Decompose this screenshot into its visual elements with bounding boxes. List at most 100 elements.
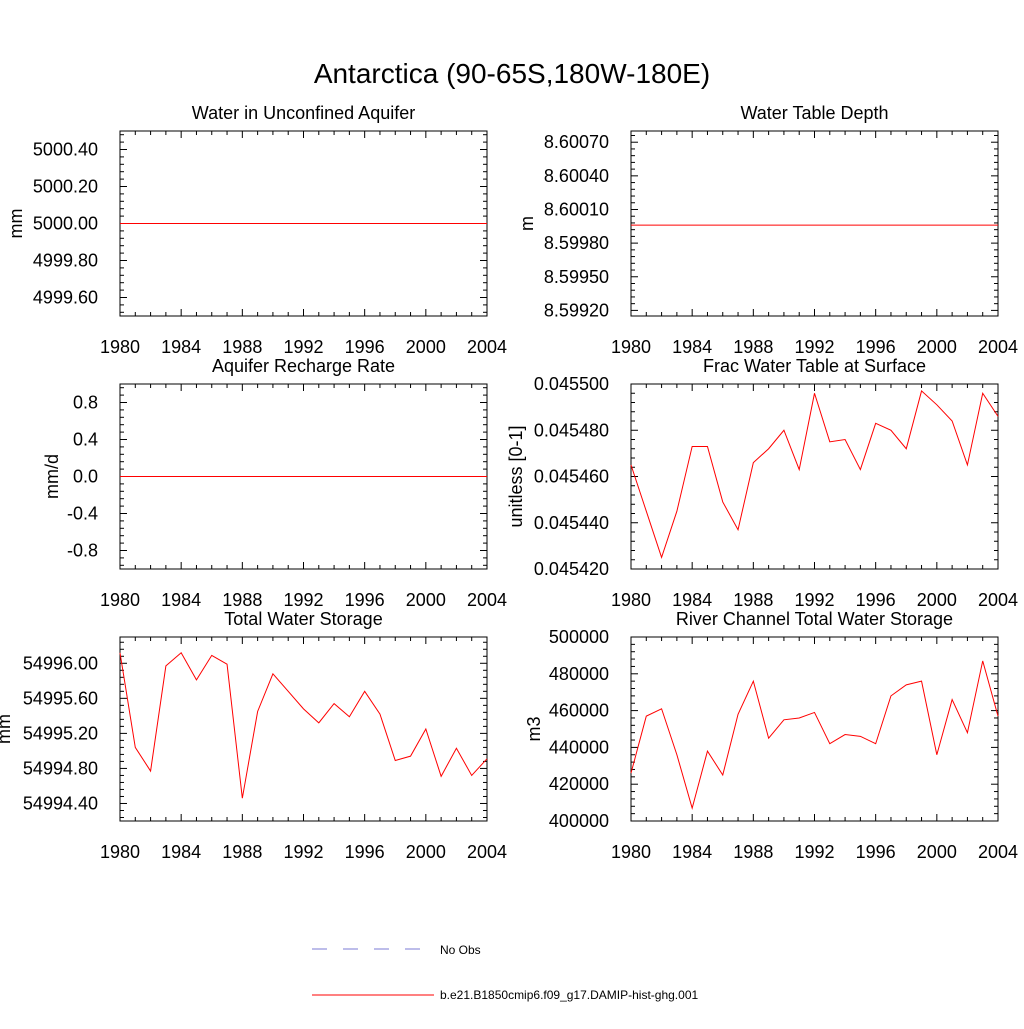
panel-2-data-point [967,225,968,226]
panel-3-ytick-label: -0.8 [67,541,98,561]
panel-5-data-point [226,664,227,665]
panel-1-title: Water in Unconfined Aquifer [192,103,415,123]
panel-1-xtick-label: 1988 [222,337,262,357]
panel-6-ylabel: m3 [524,716,544,741]
panel-6-data-point [707,750,708,751]
panel-3-data-point [486,476,487,477]
panel-2-data-point [722,225,723,226]
panel-1-ytick-label: 5000.20 [33,177,98,197]
panel-6-ytick-label: 500000 [549,627,609,647]
panel-6-data-point [661,708,662,709]
panel-1-data-point [135,223,136,224]
panel-2-data-point [707,225,708,226]
panel-6-xtick-label: 2004 [978,842,1018,862]
panel-3-data-point [181,476,182,477]
panel-6-data-point [829,743,830,744]
panel-1-data-point [196,223,197,224]
panel-2-data-point [982,225,983,226]
panel-3-xtick-label: 2004 [467,590,507,610]
figure-title: Antarctica (90-65S,180W-180E) [314,58,710,89]
panel-3-data-point [333,476,334,477]
panel-1-data-point [333,223,334,224]
panel-5-ytick-label: 54994.80 [23,758,98,778]
panel-2-frame [630,130,999,317]
panel-2: Water Table Depth m 1980 1984 1988 1992 1996 20… [517,103,1018,357]
panel-3-xtick-label: 1980 [100,590,140,610]
panel-1-data-point [181,223,182,224]
panel-6-data-point [814,712,815,713]
panel-5-xtick-label: 2000 [406,842,446,862]
panel-2-xtick-label: 2004 [978,337,1018,357]
panel-6-xtick-label: 1988 [733,842,773,862]
panel-6-data-point [890,695,891,696]
panel-4-data-point [997,416,998,417]
panel-3: Aquifer Recharge Rate mm/d 1980 1984 1988 199… [42,356,507,610]
panel-6-data-point [875,743,876,744]
panel-2-ytick-label: 8.59980 [544,233,609,253]
panel-4-data-point [829,441,830,442]
panel-2-data-point [860,225,861,226]
panel-6-title: River Channel Total Water Storage [676,609,953,629]
panel-5-data-point [349,716,350,717]
panel-4-data-point [646,511,647,512]
panel-5-xtick-label: 1992 [283,842,323,862]
panel-3-data-point [303,476,304,477]
panel-3-data-point [441,476,442,477]
panel-6-data-point [967,732,968,733]
panel-2-data-point [799,225,800,226]
panel-1-ytick-label: 4999.80 [33,251,98,271]
panel-1-data-point [303,223,304,224]
panel-6-data-point [630,773,631,774]
panel-2-ytick-label: 8.59920 [544,300,609,320]
panel-5-xtick-label: 2004 [467,842,507,862]
panel-2-data-point [630,225,631,226]
panel-4-data-point [860,469,861,470]
panel-6-xtick-label: 1980 [611,842,651,862]
panel-3-xtick-label: 1984 [161,590,201,610]
panel-5-data-point [119,652,120,653]
panel-4-data-point [844,439,845,440]
panel-5-data-point [441,776,442,777]
panel-3-data-point [425,476,426,477]
panel-1-data-point [119,223,120,224]
panel-4-data-point [676,511,677,512]
panel-2-xtick-label: 1988 [733,337,773,357]
panel-2-xtick-label: 1996 [856,337,896,357]
panel-6-data-point [982,660,983,661]
panel-4-ytick-label: 0.045460 [534,467,609,487]
panel-4-data-point [875,423,876,424]
panel-5-data-point [288,691,289,692]
panel-1-ytick-label: 4999.60 [33,288,98,308]
panel-4-xtick-label: 1992 [794,590,834,610]
panel-6-data-point [906,684,907,685]
panel-6-xtick-label: 1996 [856,842,896,862]
panel-3-xtick-label: 2000 [406,590,446,610]
panel-2-ylabel: m [517,216,537,231]
panel-1-xtick-label: 2004 [467,337,507,357]
panel-4-data-point [692,446,693,447]
panel-4-data-point [814,393,815,394]
panel-5-data-point [471,775,472,776]
panel-2-ytick-label: 8.60070 [544,132,609,152]
panel-5-series-line [119,651,488,799]
panel-5-data-point [150,770,151,771]
panel-6-xtick-label: 1984 [672,842,712,862]
panel-6-data-point [860,736,861,737]
panel-4-data-point [906,448,907,449]
panel-3-data-point [165,476,166,477]
panel-2-ytick-label: 8.60010 [544,199,609,219]
panel-2-xtick-label: 1992 [794,337,834,357]
panel-3-ytick-label: 0.4 [73,430,98,450]
panel-1-data-point [441,223,442,224]
panel-3-data-point [349,476,350,477]
panel-1-data-point [226,223,227,224]
panel-5-data-point [333,703,334,704]
panel-4-ytick-label: 0.045480 [534,420,609,440]
panel-6-ytick-label: 420000 [549,774,609,794]
panel-4-data-point [661,557,662,558]
panel-3-ylabel: mm/d [42,454,62,499]
panel-1-data-point [456,223,457,224]
panel-5-data-point [211,655,212,656]
